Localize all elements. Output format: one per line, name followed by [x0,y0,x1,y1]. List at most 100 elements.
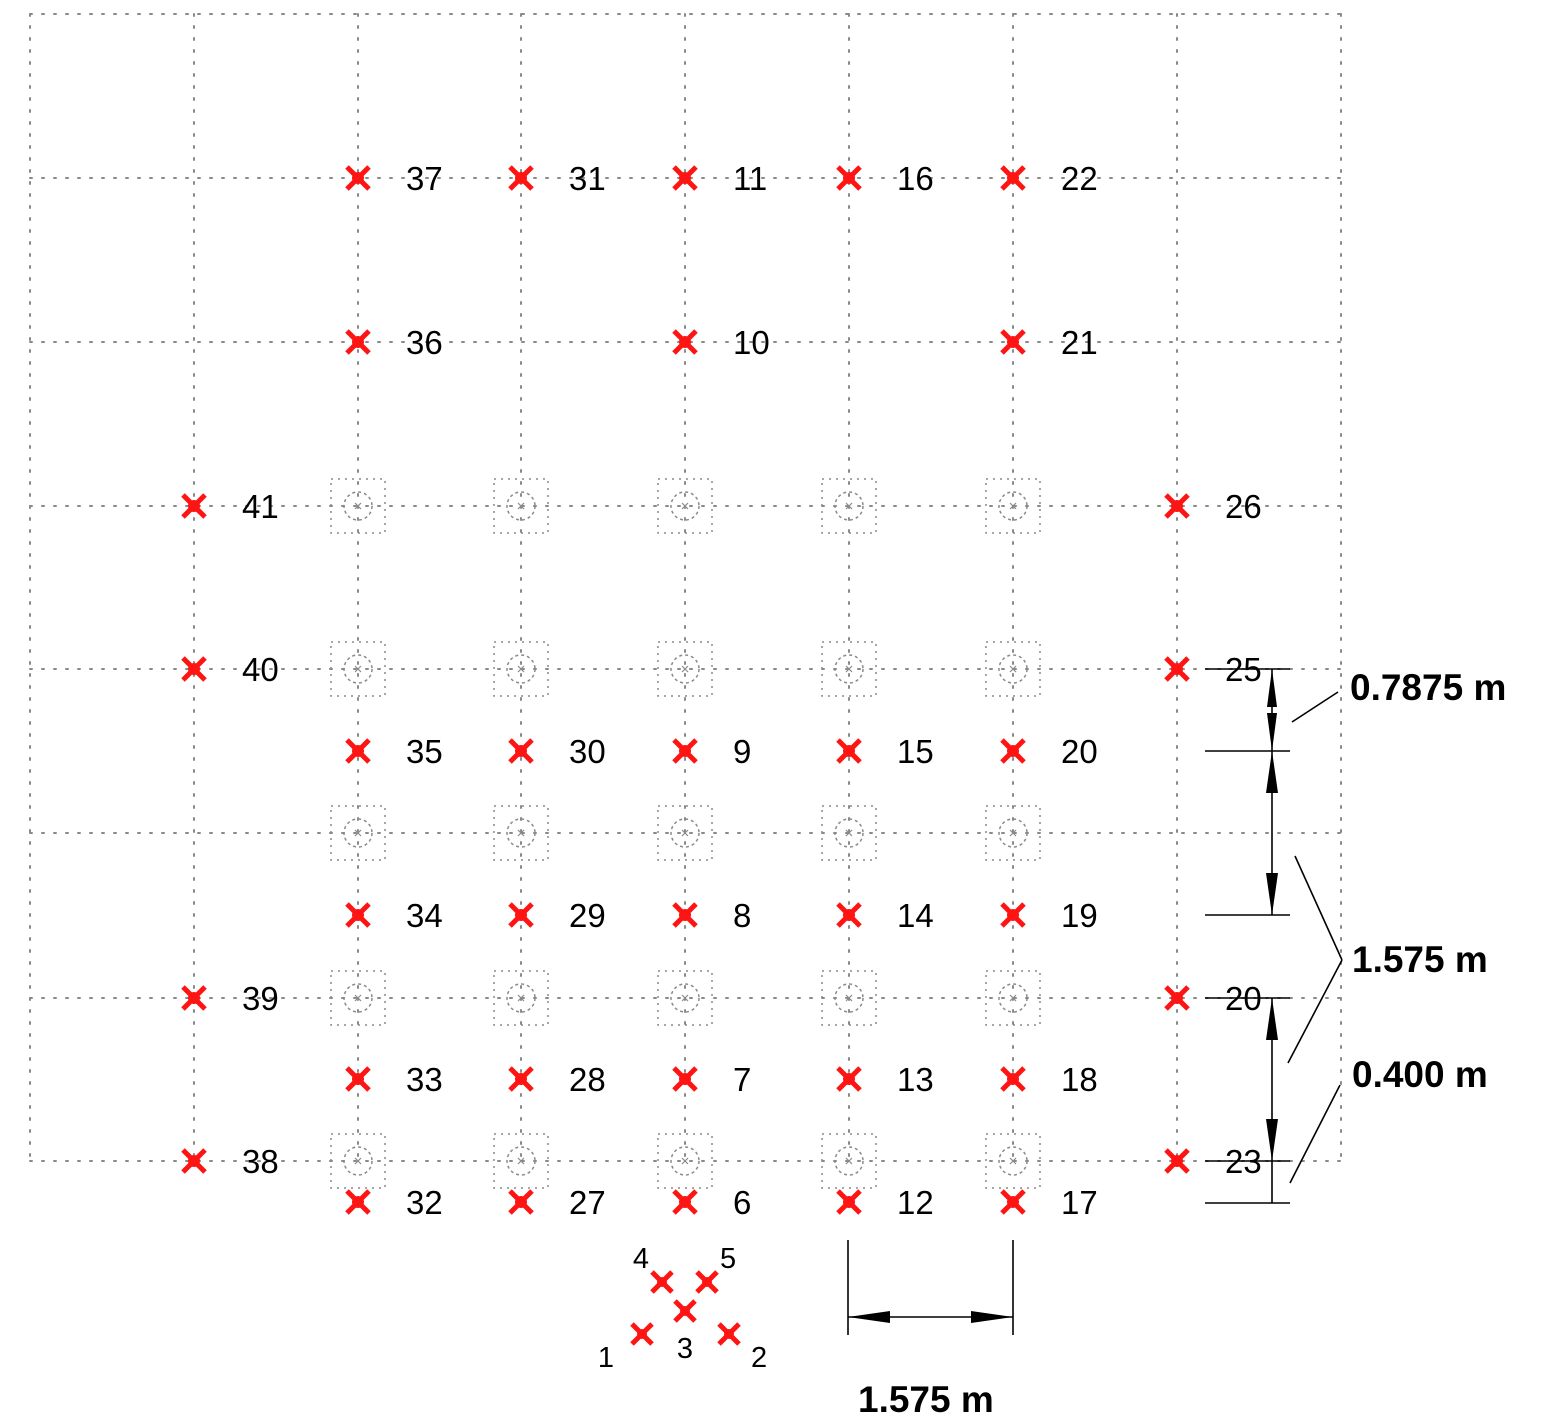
column-center-mark [517,502,525,510]
sensor-label: 26 [1225,488,1262,525]
column-circle [343,983,373,1013]
dimension-label-bottom: 0.400 m [1352,1054,1488,1095]
sensor-20: 20 [1000,733,1098,770]
sensor-label: 10 [733,324,770,361]
sensor-dot [1007,909,1019,921]
column-box [821,970,877,1026]
column-box [821,478,877,534]
column-box [821,641,877,697]
arrowhead [1266,998,1278,1040]
sensor-34: 34 [345,897,443,934]
sensor-label: 18 [1061,1061,1098,1098]
sensor-label: 5 [720,1243,736,1275]
sensor-2: 2 [717,1322,767,1374]
column-circle [834,654,864,684]
arrowhead [1266,1119,1278,1161]
sensor-label: 40 [242,651,279,688]
dotted-grid [29,13,1342,1162]
column-box [493,805,549,861]
column-center-mark [1009,1157,1017,1165]
sensor-label: 38 [242,1143,279,1180]
column-box [985,478,1041,534]
column-marker [657,1133,713,1189]
sensor-label: 41 [242,488,279,525]
sensor-label: 22 [1061,160,1098,197]
sensor-label: 21 [1061,324,1098,361]
column-box [657,1133,713,1189]
sensor-dot [702,1277,712,1287]
column-box [330,641,386,697]
column-box [657,478,713,534]
column-marker [821,641,877,697]
sensor-31: 31 [508,160,606,197]
sensor-label: 34 [406,897,443,934]
sensor-label: 19 [1061,897,1098,934]
sensor-38: 38 [181,1143,279,1180]
sensor-dot [1007,172,1019,184]
column-circle [506,1146,536,1176]
sensor-dot [188,992,200,1004]
column-box [493,641,549,697]
column-circle [343,491,373,521]
sensor-label: 27 [569,1184,606,1221]
sensor-dot [657,1277,667,1287]
sensor-label: 9 [733,733,751,770]
sensor-10: 10 [672,324,770,361]
column-circle [506,654,536,684]
sensor-label: 1 [598,1342,614,1374]
sensor-dot [352,172,364,184]
column-circle [998,1146,1028,1176]
sensor-17: 17 [1000,1184,1098,1221]
column-box [985,970,1041,1026]
column-circle [343,818,373,848]
sensor-label: 16 [897,160,934,197]
column-marker [821,970,877,1026]
column-center-mark [1009,829,1017,837]
column-circle [834,1146,864,1176]
column-box [821,805,877,861]
sensor-label: 17 [1061,1184,1098,1221]
column-center-mark [681,994,689,1002]
column-circle [834,491,864,521]
sensor-3: 3 [673,1299,697,1365]
sensor-dot [188,663,200,675]
sensor-dot [352,909,364,921]
column-marker [493,1133,549,1189]
sensor-dot [1171,992,1183,1004]
arrowhead [1266,751,1278,793]
column-box [493,1133,549,1189]
sensor-label: 14 [897,897,934,934]
sensor-4: 4 [633,1243,674,1294]
sensor-dot [679,909,691,921]
leader-line [1291,691,1339,723]
sensor-label: 12 [897,1184,934,1221]
column-center-mark [845,1157,853,1165]
column-center-mark [354,1157,362,1165]
column-box [493,478,549,534]
sensor-15: 15 [836,733,934,770]
column-marker [821,478,877,534]
sensor-label: 29 [569,897,606,934]
sensor-dot [1007,1196,1019,1208]
column-marker [985,805,1041,861]
column-box [657,970,713,1026]
column-circle [998,983,1028,1013]
column-center-mark [354,502,362,510]
dimension-label-top: 0.7875 m [1350,667,1506,708]
sensor-label: 36 [406,324,443,361]
sensor-dot [352,745,364,757]
column-center-mark [681,665,689,673]
sensor-5: 5 [695,1243,736,1294]
sensor-dot [843,909,855,921]
column-circle [670,654,700,684]
sensor-dot [515,909,527,921]
sensor-dot [1007,1073,1019,1085]
dimension-annotations: 0.7875 m 1.575 m 0.400 m 1.575 m [847,667,1506,1420]
column-circle [670,491,700,521]
column-box [330,478,386,534]
sensor-dot [843,1196,855,1208]
sensor-label: 6 [733,1184,751,1221]
column-center-mark [517,665,525,673]
column-marker [657,641,713,697]
